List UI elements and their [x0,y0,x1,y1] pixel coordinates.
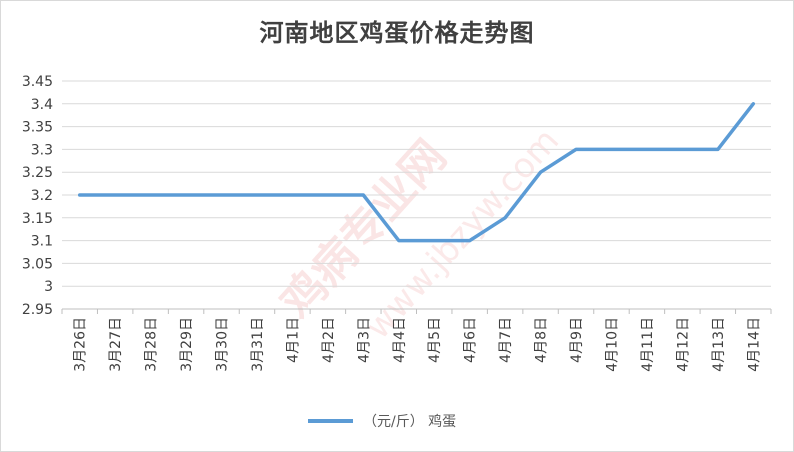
x-axis-ticks: 3月26日 3月27日 3月28日 3月29日 3月30日 3月31日 4月1日 4月2日 4月… [61,309,772,372]
x-tick-label: 3月31日 [250,317,266,372]
y-tick-label: 3.35 [22,120,53,136]
x-tick-label: 4月3日 [356,317,372,363]
y-tick-label: 3.4 [31,97,53,113]
x-tick-label: 4月7日 [498,317,514,363]
y-tick-label: 3.05 [22,256,53,272]
y-tick-label: 3.3 [31,142,53,158]
x-tick-label: 4月14日 [746,317,762,372]
y-tick-label: 3.45 [22,74,53,90]
y-tick-label: 3 [44,279,53,295]
x-tick-label: 3月28日 [144,317,160,372]
x-tick-label: 4月13日 [711,317,727,372]
x-tick-label: 4月11日 [640,317,656,372]
x-tick-label: 4月12日 [675,317,691,372]
legend-label: （元/斤） 鸡蛋 [363,413,456,430]
x-tick-label: 3月26日 [73,317,89,372]
x-tick-label: 3月29日 [179,317,195,372]
y-tick-label: 3.15 [22,211,53,227]
legend: （元/斤） 鸡蛋 [308,413,456,430]
y-tick-label: 3.1 [31,234,53,250]
x-tick-label: 4月10日 [604,317,620,372]
x-tick-label: 4月9日 [569,317,585,363]
x-tick-label: 4月1日 [285,317,301,363]
y-tick-label: 2.95 [22,302,53,318]
x-tick-label: 4月5日 [427,317,443,363]
y-tick-label: 3.25 [22,165,53,181]
x-tick-label: 4月8日 [534,317,550,363]
series-line [77,102,756,243]
x-tick-label: 4月4日 [392,317,408,363]
x-tick-label: 4月2日 [321,317,337,363]
x-tick-label: 3月30日 [215,317,231,372]
x-tick-label: 4月6日 [463,317,479,363]
y-axis-ticks: 2.95 3 3.05 3.1 3.15 3.2 3.25 3.3 3.35 3.4 3.45 [22,74,53,318]
x-tick-label: 3月27日 [108,317,124,372]
series-layer [77,102,756,243]
y-tick-label: 3.2 [31,188,53,204]
chart-title: 河南地区鸡蛋价格走势图 [259,19,535,47]
